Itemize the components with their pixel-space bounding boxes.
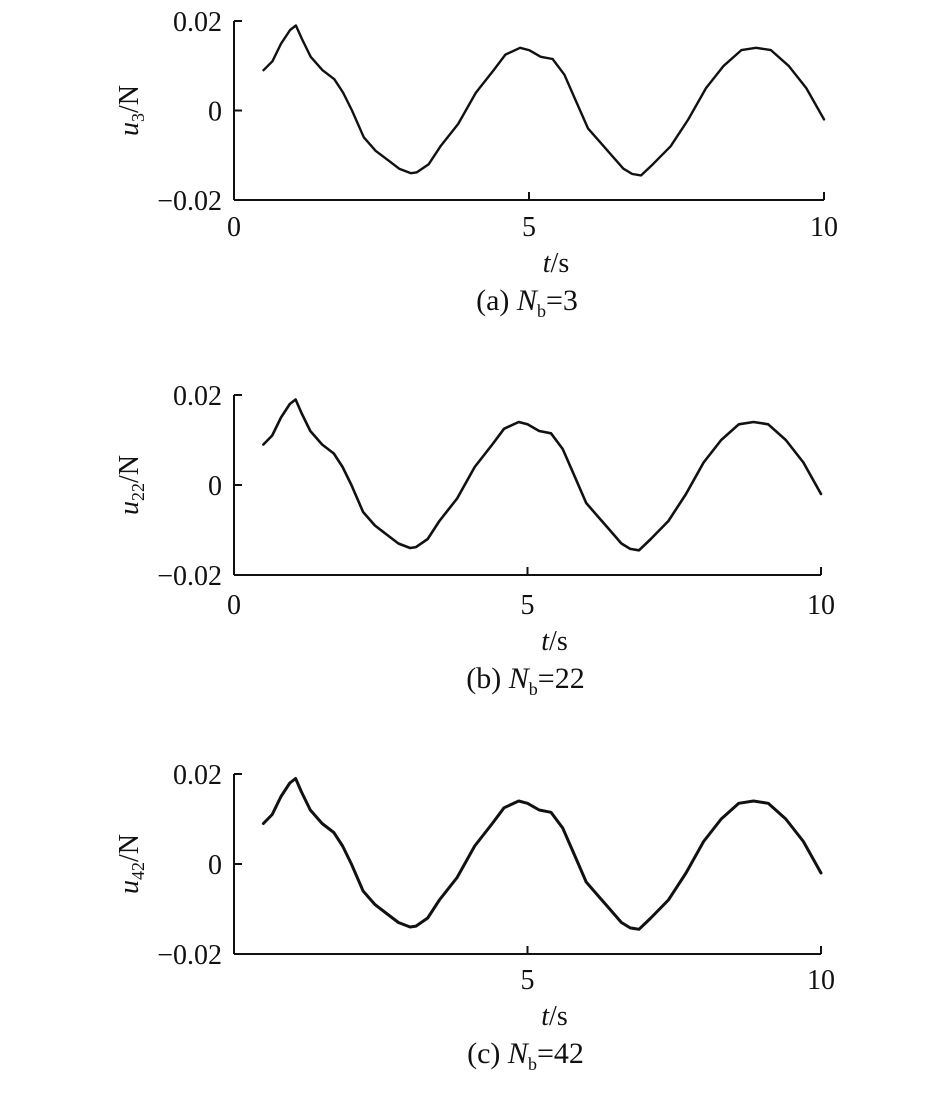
x-tick-label: 10 <box>810 212 838 243</box>
y-tick-label: 0 <box>208 97 222 128</box>
x-tick-label: 5 <box>522 212 536 243</box>
series-line <box>263 400 821 551</box>
y-tick-label: 0.02 <box>173 381 222 412</box>
series-line <box>263 779 821 930</box>
x-tick-label: 5 <box>521 965 535 996</box>
x-tick-label: 10 <box>807 965 835 996</box>
x-axis-label: t/s <box>541 626 567 657</box>
chart-panel-3: 0.02 0 −0.02 5 10 t/s u42/N (c) Nb=42 <box>114 760 835 1074</box>
y-tick-label: 0.02 <box>173 760 222 791</box>
y-axis-label: u42/N <box>114 834 148 894</box>
x-tick-label: 0 <box>227 212 241 243</box>
y-axis-label: u3/N <box>114 85 148 136</box>
y-tick-label: 0 <box>208 471 222 502</box>
y-tick-label: −0.02 <box>157 186 222 217</box>
panel-caption: (a) Nb=3 <box>476 284 578 321</box>
y-tick-label: 0.02 <box>173 7 222 38</box>
y-tick-label: 0 <box>208 850 222 881</box>
x-tick-label: 0 <box>227 590 241 621</box>
y-tick-label: −0.02 <box>157 561 222 592</box>
x-axis-label: t/s <box>541 1001 567 1032</box>
x-tick-label: 10 <box>807 590 835 621</box>
y-axis-label: u22/N <box>114 455 148 515</box>
series-line <box>264 26 825 176</box>
panel-caption: (c) Nb=42 <box>467 1037 584 1074</box>
x-tick-label: 5 <box>521 590 535 621</box>
y-tick-label: −0.02 <box>157 940 222 971</box>
panel-caption: (b) Nb=22 <box>466 662 584 699</box>
x-axis-label: t/s <box>543 248 569 279</box>
